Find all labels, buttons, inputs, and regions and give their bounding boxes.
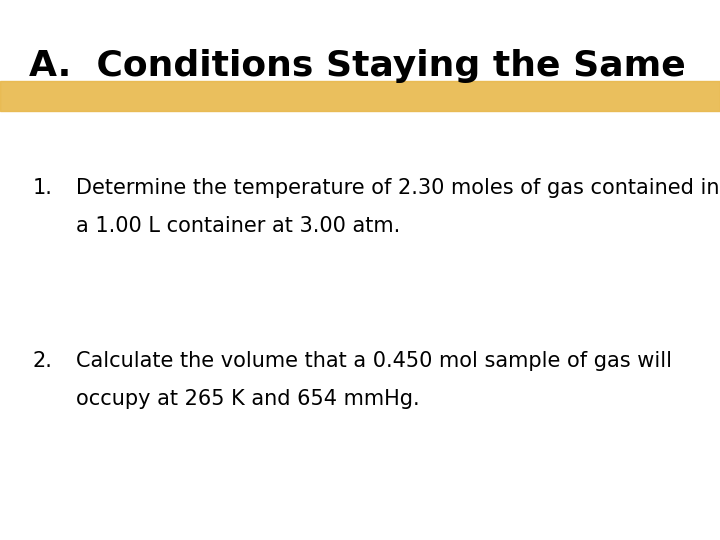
Text: a 1.00 L container at 3.00 atm.: a 1.00 L container at 3.00 atm. <box>76 216 400 236</box>
Text: 1.: 1. <box>32 178 53 198</box>
Bar <box>0 81 720 111</box>
Text: A.  Conditions Staying the Same: A. Conditions Staying the Same <box>29 49 685 83</box>
Text: 2.: 2. <box>32 351 53 371</box>
Text: Determine the temperature of 2.30 moles of gas contained in: Determine the temperature of 2.30 moles … <box>76 178 719 198</box>
Text: Calculate the volume that a 0.450 mol sample of gas will: Calculate the volume that a 0.450 mol sa… <box>76 351 672 371</box>
Text: occupy at 265 K and 654 mmHg.: occupy at 265 K and 654 mmHg. <box>76 389 419 409</box>
